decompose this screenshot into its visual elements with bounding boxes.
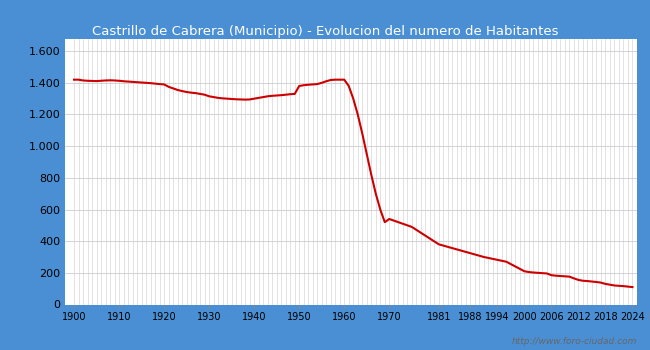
Text: http://www.foro-ciudad.com: http://www.foro-ciudad.com <box>512 337 637 346</box>
Text: Castrillo de Cabrera (Municipio) - Evolucion del numero de Habitantes: Castrillo de Cabrera (Municipio) - Evolu… <box>92 25 558 37</box>
